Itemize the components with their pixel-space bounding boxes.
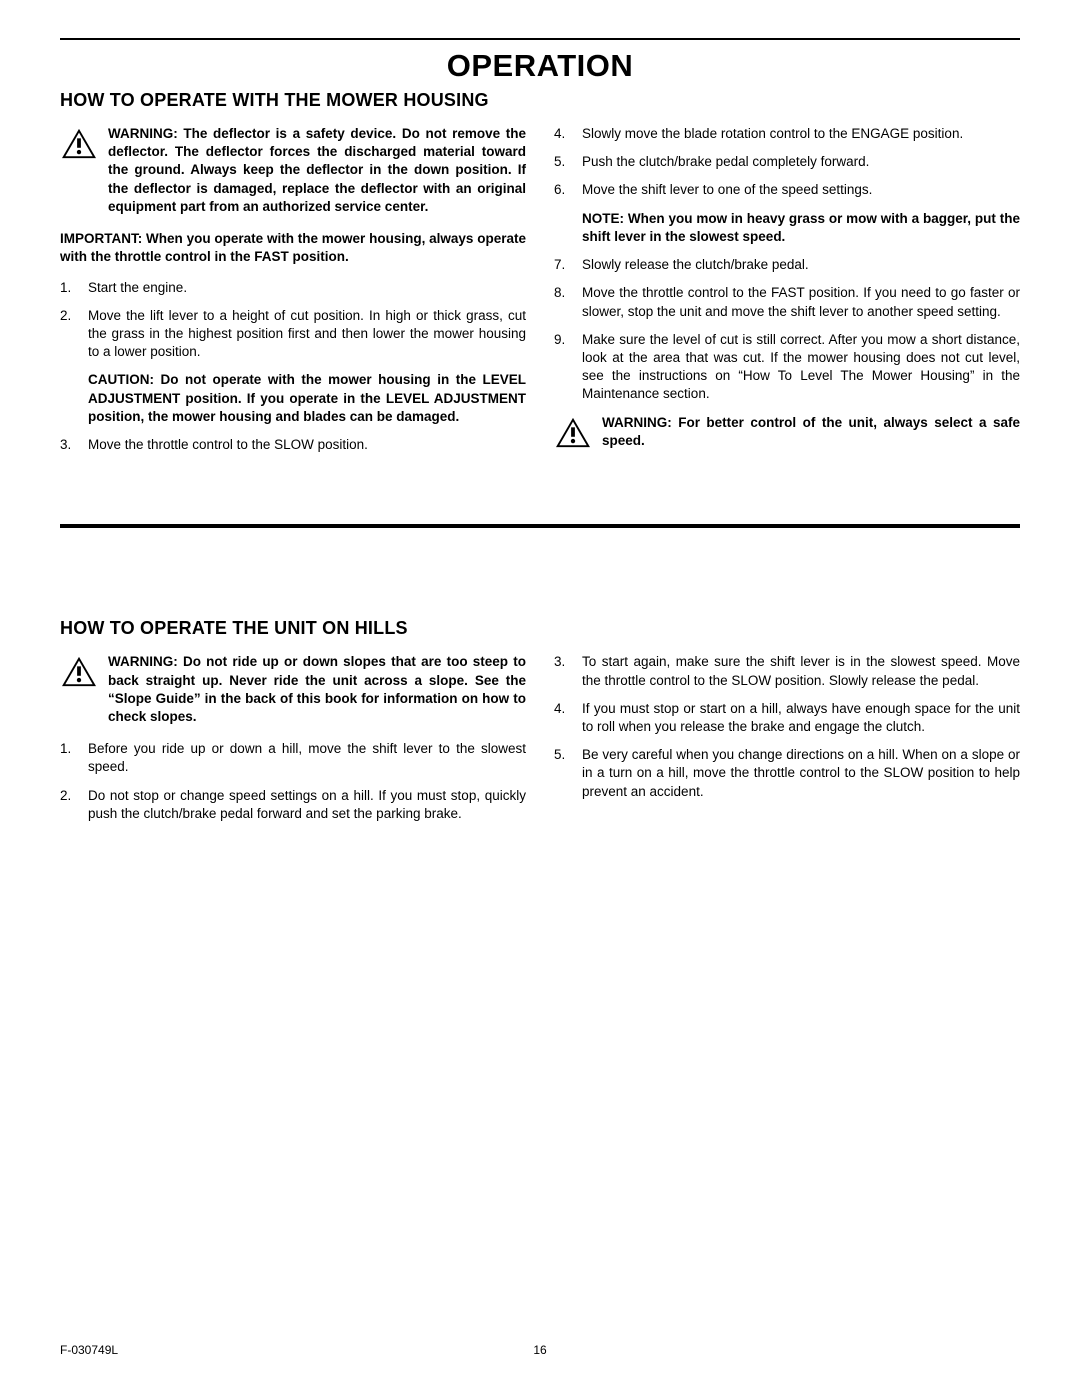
step-item: Before you ride up or down a hill, move … [60, 740, 526, 776]
section1-steps-b: Move the throttle control to the SLOW po… [60, 436, 526, 454]
step-item: Move the throttle control to the SLOW po… [60, 436, 526, 454]
step-item: Do not stop or change speed settings on … [60, 787, 526, 823]
section2-steps-a: Before you ride up or down a hill, move … [60, 740, 526, 823]
step-item: Push the clutch/brake pedal completely f… [554, 153, 1020, 171]
warning2-text: WARNING: For better control of the unit,… [602, 414, 1020, 450]
note-text: NOTE: When you mow in heavy grass or mow… [582, 210, 1020, 246]
footer-page-number: 16 [60, 1343, 1020, 1357]
step-item: Slowly release the clutch/brake pedal. [554, 256, 1020, 274]
warning-triangle-icon [60, 655, 98, 689]
page-title: OPERATION [60, 48, 1020, 84]
section1-title: HOW TO OPERATE WITH THE MOWER HOUSING [60, 90, 1020, 111]
step-item: Slowly move the blade rotation control t… [554, 125, 1020, 143]
warning-block-1: WARNING: The deflector is a safety devic… [60, 125, 526, 216]
section1-steps-c: Slowly move the blade rotation control t… [554, 125, 1020, 200]
caution-text: CAUTION: Do not operate with the mower h… [88, 371, 526, 426]
step-item: Move the throttle control to the FAST po… [554, 284, 1020, 320]
section1-steps-a: Start the engine. Move the lift lever to… [60, 279, 526, 362]
page-footer: F-030749L 16 [60, 1343, 1020, 1357]
page: OPERATION HOW TO OPERATE WITH THE MOWER … [0, 0, 1080, 1397]
step-item: To start again, make sure the shift leve… [554, 653, 1020, 689]
step-item: Be very careful when you change directio… [554, 746, 1020, 801]
important-text: IMPORTANT: When you operate with the mow… [60, 230, 526, 266]
top-rule [60, 38, 1020, 40]
section-divider [60, 524, 1020, 528]
section1-steps-d: Slowly release the clutch/brake pedal. M… [554, 256, 1020, 404]
step-item: Move the shift lever to one of the speed… [554, 181, 1020, 199]
warning-triangle-icon [554, 416, 592, 450]
warning1-text: WARNING: The deflector is a safety devic… [108, 125, 526, 216]
section2-steps-b: To start again, make sure the shift leve… [554, 653, 1020, 801]
section2-columns: WARNING: Do not ride up or down slopes t… [60, 653, 1020, 833]
section2-title: HOW TO OPERATE THE UNIT ON HILLS [60, 618, 1020, 639]
warning3-text: WARNING: Do not ride up or down slopes t… [108, 653, 526, 726]
step-item: Move the lift lever to a height of cut p… [60, 307, 526, 362]
section1-columns: WARNING: The deflector is a safety devic… [60, 125, 1020, 464]
warning-block-3: WARNING: Do not ride up or down slopes t… [60, 653, 526, 726]
step-item: If you must stop or start on a hill, alw… [554, 700, 1020, 736]
step-item: Start the engine. [60, 279, 526, 297]
warning-triangle-icon [60, 127, 98, 161]
step-item: Make sure the level of cut is still corr… [554, 331, 1020, 404]
warning-block-2: WARNING: For better control of the unit,… [554, 414, 1020, 450]
